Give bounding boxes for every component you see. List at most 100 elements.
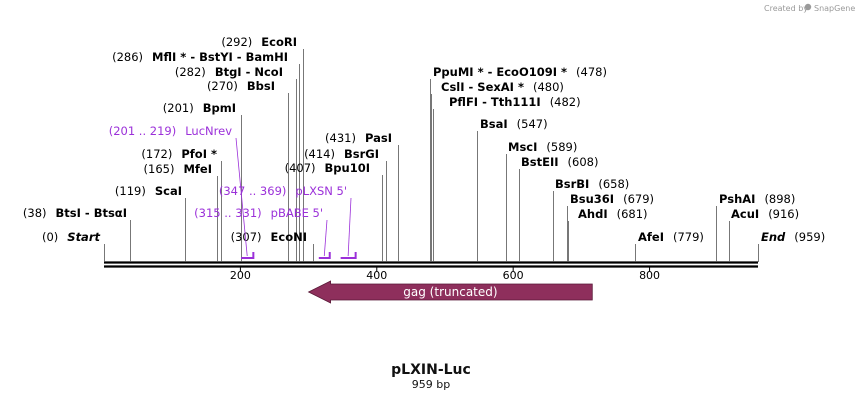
- site-label: (307) EcoNI: [231, 230, 307, 244]
- site-bsteii[interactable]: BstEII (608): [519, 155, 599, 262]
- site-name: BsaI: [480, 117, 508, 131]
- primer-range: (201 .. 219): [109, 124, 177, 138]
- site-post: (898): [764, 192, 795, 206]
- site-scai[interactable]: (119) ScaI: [115, 184, 186, 262]
- site-label: (414) BsrGI: [304, 147, 379, 161]
- primer-lucnrev[interactable]: (201 .. 219) LucNrev: [109, 124, 255, 259]
- site-name: PshAI: [719, 192, 755, 206]
- primer-range: (315 .. 331): [194, 206, 262, 220]
- site-end[interactable]: End (959): [758, 230, 826, 262]
- site-name: EcoNI: [271, 230, 307, 244]
- primer-plxsn-5[interactable]: (347 .. 369) pLXSN 5': [219, 184, 357, 259]
- site-pre: (307): [231, 230, 262, 244]
- site-label: (292) EcoRI: [221, 35, 297, 49]
- site-name: BtgI - NcoI: [215, 65, 283, 79]
- site-name: Bpu10I: [325, 161, 370, 175]
- primer-bar: [340, 252, 357, 259]
- site-post: (681): [617, 207, 648, 221]
- site-post: (779): [673, 230, 704, 244]
- site-post: (608): [568, 155, 599, 169]
- site-label: (38) BtsI - BtsαI: [23, 206, 127, 220]
- site-pfoi[interactable]: (172) PfoI *: [141, 147, 222, 262]
- site-label: PflFI - Tth111I (482): [449, 95, 581, 109]
- site-econi[interactable]: (307) EcoNI: [231, 230, 314, 262]
- site-post: (589): [546, 140, 577, 154]
- site-name: BtsI - BtsαI: [56, 206, 127, 220]
- site-label: (201) BpmI: [163, 101, 236, 115]
- site-pre: (0): [42, 230, 58, 244]
- site-btgi-ncoi[interactable]: (282) BtgI - NcoI: [175, 65, 297, 262]
- site-name: BsrBI: [555, 177, 589, 191]
- site-ahdi[interactable]: AhdI (681): [568, 207, 648, 262]
- primer-bar: [241, 252, 255, 259]
- site-pasi[interactable]: (431) PasI: [325, 131, 399, 262]
- site-name: Start: [67, 230, 100, 244]
- ruler-tick-label: 600: [503, 269, 524, 282]
- site-name: AcuI: [731, 207, 759, 221]
- site-msci[interactable]: MscI (589): [506, 140, 578, 262]
- site-name: PflFI - Tth111I: [449, 95, 541, 109]
- site-label: End (959): [761, 230, 825, 244]
- site-label: AhdI (681): [578, 207, 648, 221]
- site-label: AcuI (916): [731, 207, 799, 221]
- site-start[interactable]: (0) Start: [42, 230, 105, 262]
- site-label: (172) PfoI *: [141, 147, 217, 161]
- site-mfei[interactable]: (165) MfeI: [144, 162, 218, 262]
- site-name: MflI * - BstYI - BamHI: [152, 50, 288, 64]
- site-label: (270) BbsI: [207, 79, 275, 93]
- primer-pbabe-5[interactable]: (315 .. 331) pBABE 5': [194, 206, 331, 259]
- site-pre: (172): [141, 147, 172, 161]
- site-pre: (414): [304, 147, 335, 161]
- ruler: 200 400 600 800: [230, 266, 660, 282]
- site-label: PshAI (898): [719, 192, 795, 206]
- site-bsai[interactable]: BsaI (547): [477, 117, 548, 262]
- site-mfli-bstyi-bamhi[interactable]: (286) MflI * - BstYI - BamHI: [112, 50, 300, 262]
- site-name: PpuMI * - EcoO109I *: [433, 65, 567, 79]
- site-bbsi[interactable]: (270) BbsI: [207, 79, 289, 262]
- site-btsi-bts-i[interactable]: (38) BtsI - BtsαI: [23, 206, 131, 262]
- site-label: (407) Bpu10I: [285, 161, 370, 175]
- site-label: (0) Start: [42, 230, 101, 244]
- site-name: AhdI: [578, 207, 608, 221]
- site-pre: (201): [163, 101, 194, 115]
- primer-leader: [235, 137, 248, 257]
- site-name: Bsu36I: [570, 192, 614, 206]
- site-label: MscI (589): [508, 140, 577, 154]
- ruler-tick-label: 400: [366, 269, 387, 282]
- site-csli-sexai[interactable]: CslI - SexAI * (480): [431, 80, 564, 262]
- site-pre: (286): [112, 50, 143, 64]
- site-pre: (270): [207, 79, 238, 93]
- site-name: BsrGI: [344, 147, 379, 161]
- site-bpmi[interactable]: (201) BpmI: [163, 101, 242, 262]
- site-post: (482): [550, 95, 581, 109]
- site-bpu10i[interactable]: (407) Bpu10I: [285, 161, 383, 262]
- primer-label: (347 .. 369) pLXSN 5': [219, 184, 347, 198]
- site-pflfi-tth111i[interactable]: PflFI - Tth111I (482): [433, 95, 581, 262]
- site-label: (282) BtgI - NcoI: [175, 65, 283, 79]
- site-post: (547): [517, 117, 548, 131]
- site-bsu36i[interactable]: Bsu36I (679): [567, 192, 655, 262]
- site-ecori[interactable]: (292) EcoRI: [221, 35, 304, 262]
- site-pre: (119): [115, 184, 146, 198]
- site-name: End: [761, 230, 786, 244]
- site-label: BsrBI (658): [555, 177, 629, 191]
- site-bsrbi[interactable]: BsrBI (658): [553, 177, 630, 262]
- site-name: BbsI: [247, 79, 275, 93]
- site-afei[interactable]: AfeI (779): [635, 230, 704, 262]
- snapgene-logo: SnapGene: [804, 3, 855, 13]
- site-pshai[interactable]: PshAI (898): [716, 192, 796, 262]
- site-post: (916): [768, 207, 799, 221]
- site-pre: (292): [221, 35, 252, 49]
- site-name: BstEII: [521, 155, 559, 169]
- site-pre: (282): [175, 65, 206, 79]
- site-pre: (38): [23, 206, 47, 220]
- features: gag (truncated): [307, 280, 593, 304]
- site-ppumi-ecoo109i[interactable]: PpuMI * - EcoO109I * (478): [430, 65, 607, 262]
- site-label: (119) ScaI: [115, 184, 182, 198]
- primer-leader: [347, 197, 352, 257]
- feature-gag-truncated[interactable]: gag (truncated): [307, 280, 593, 304]
- site-acui[interactable]: AcuI (916): [729, 207, 800, 262]
- site-pre: (407): [285, 161, 316, 175]
- site-post: (658): [598, 177, 629, 191]
- site-bsrgi[interactable]: (414) BsrGI: [304, 147, 387, 262]
